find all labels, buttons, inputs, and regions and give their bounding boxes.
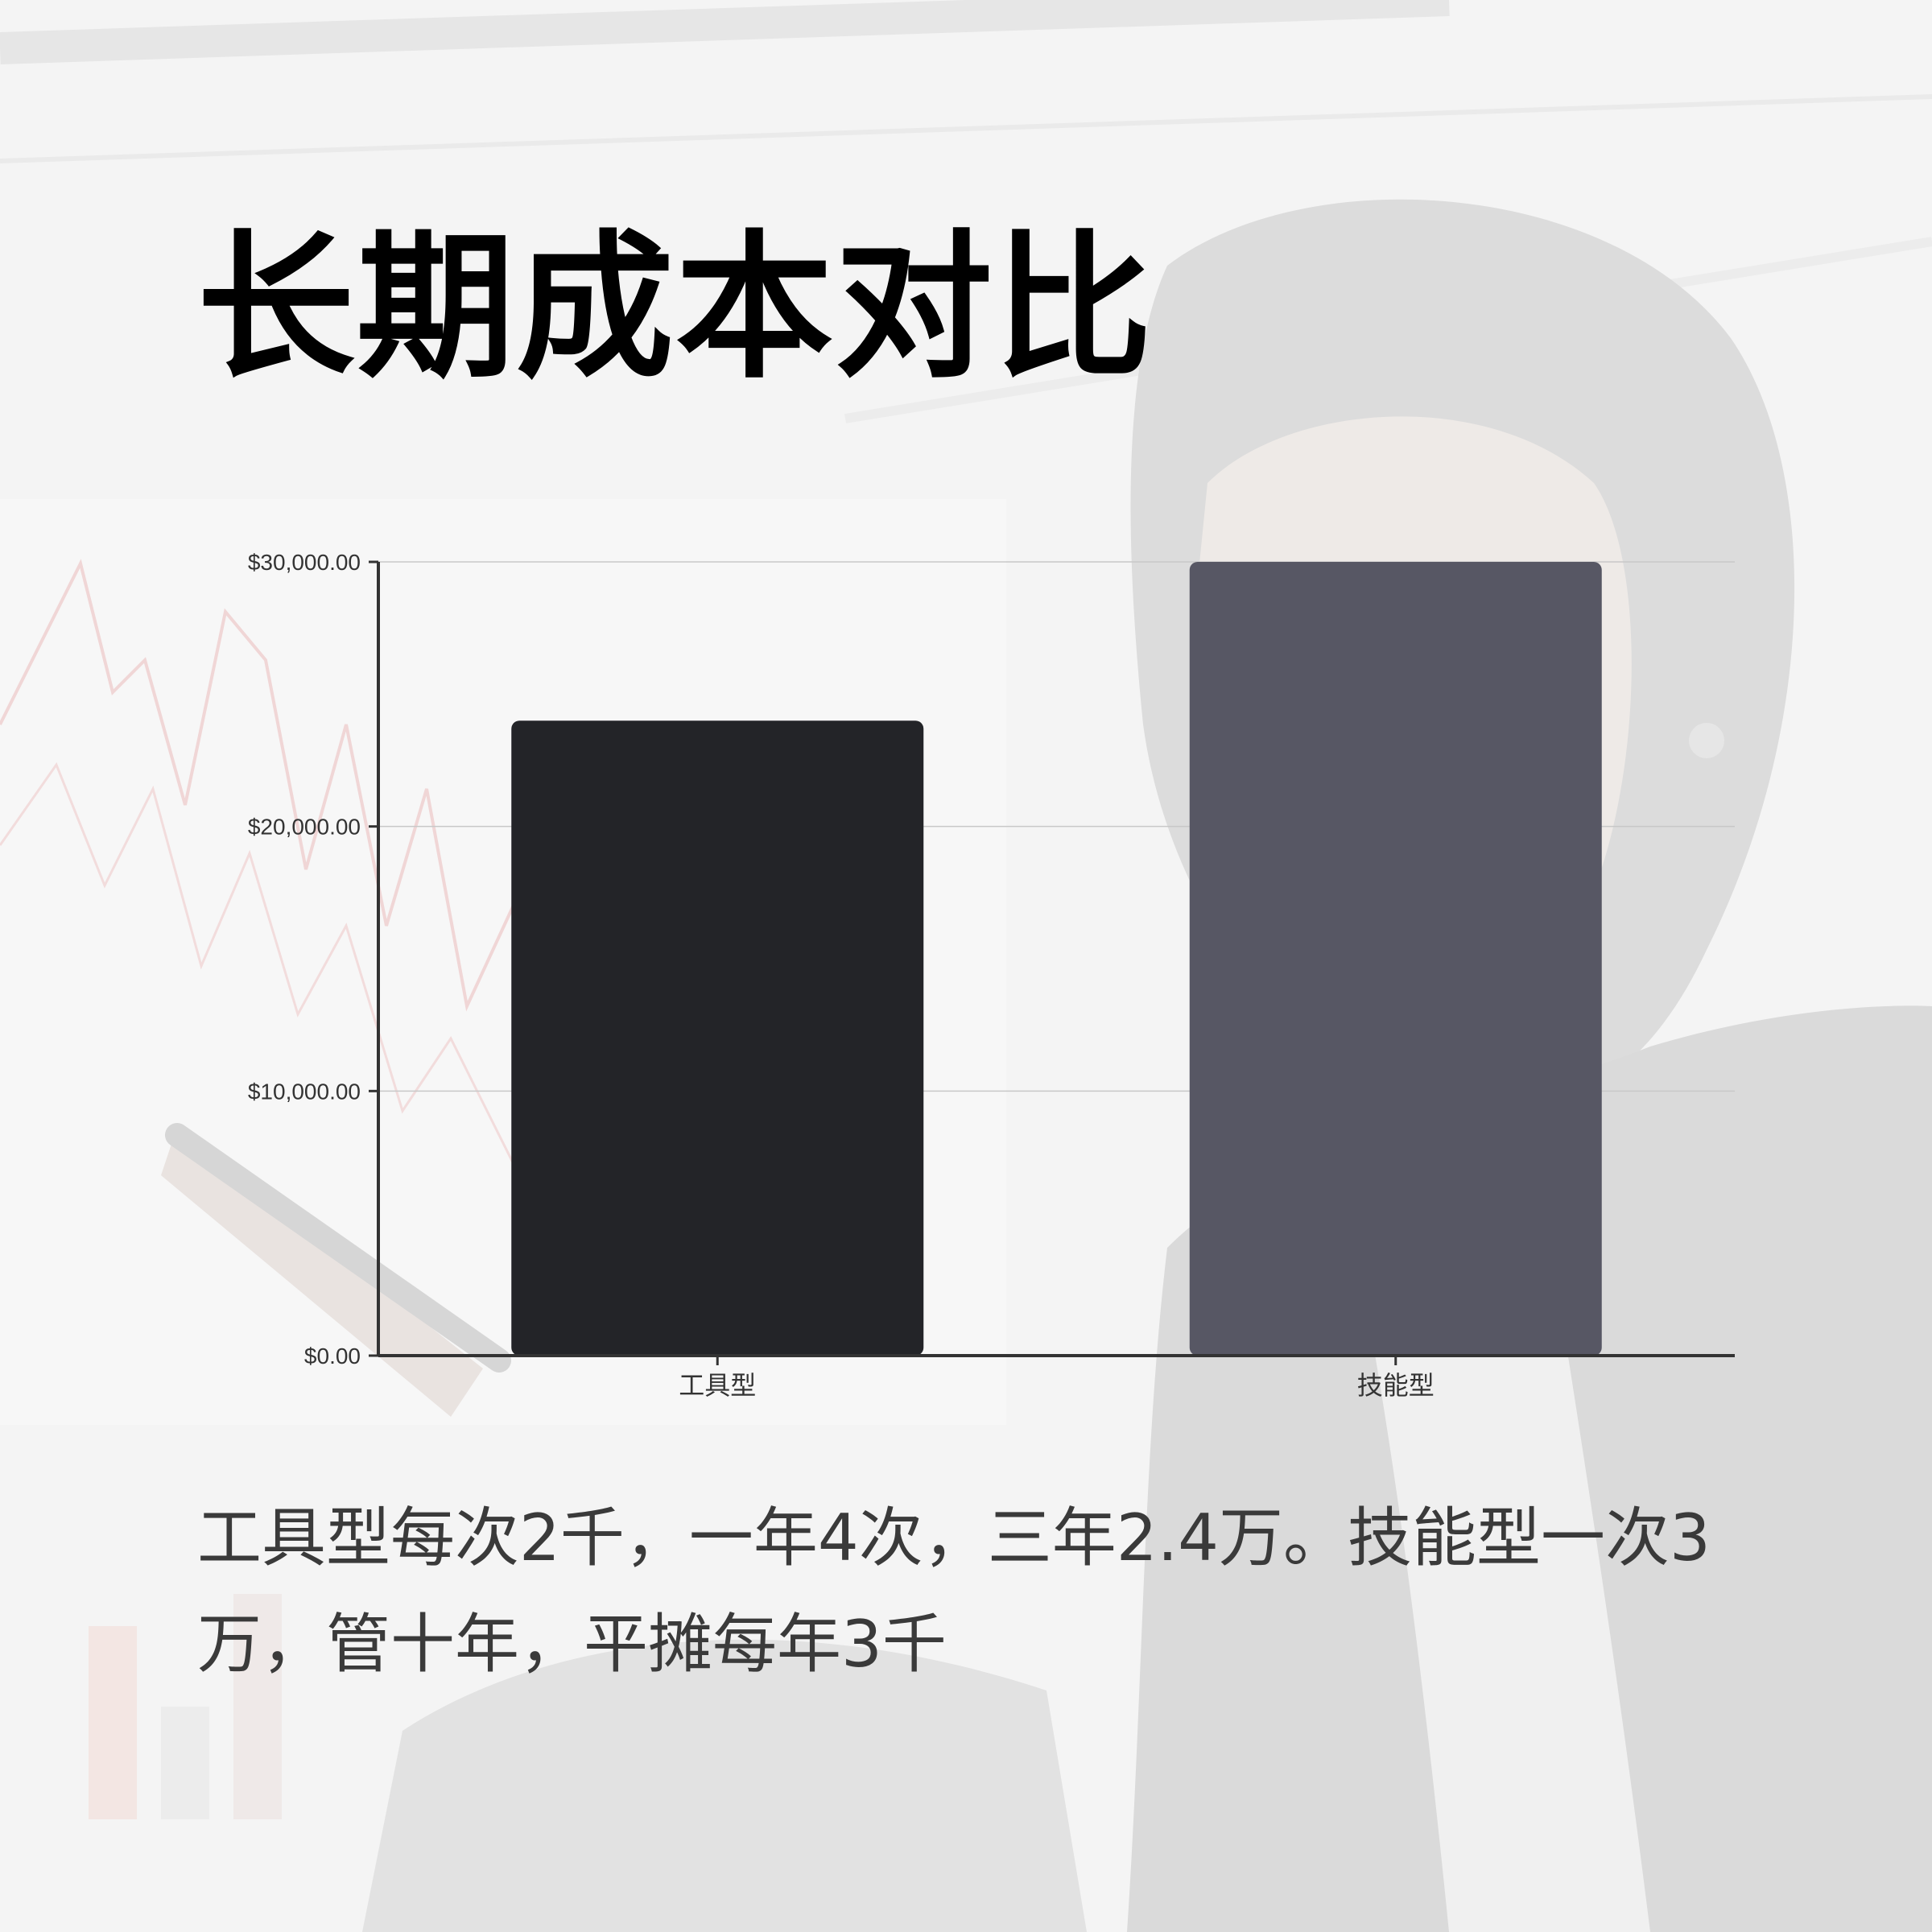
y-ticks: $0.00 $10,000.00 $20,000.00 $30,000.00 [248, 550, 378, 1368]
bar-tool [511, 720, 924, 1356]
x-tick-label: 工具型 [679, 1371, 756, 1400]
x-ticks: 工具型 技能型 [679, 1356, 1435, 1400]
y-tick-label: $30,000.00 [248, 550, 361, 575]
page-title: 长期成本对比 [197, 217, 1154, 400]
x-tick-label: 技能型 [1357, 1371, 1435, 1400]
y-tick-label: $20,000.00 [248, 815, 361, 840]
y-tick-label: $10,000.00 [248, 1079, 361, 1104]
caption-text: 工具型每次2千，一年4次，三年2.4万。技能型一次3万，管十年，平摊每年3千 [197, 1501, 1711, 1682]
bar-skill [1189, 562, 1602, 1356]
bars [511, 562, 1602, 1356]
y-tick-label: $0.00 [304, 1344, 361, 1368]
axes [377, 562, 1735, 1357]
